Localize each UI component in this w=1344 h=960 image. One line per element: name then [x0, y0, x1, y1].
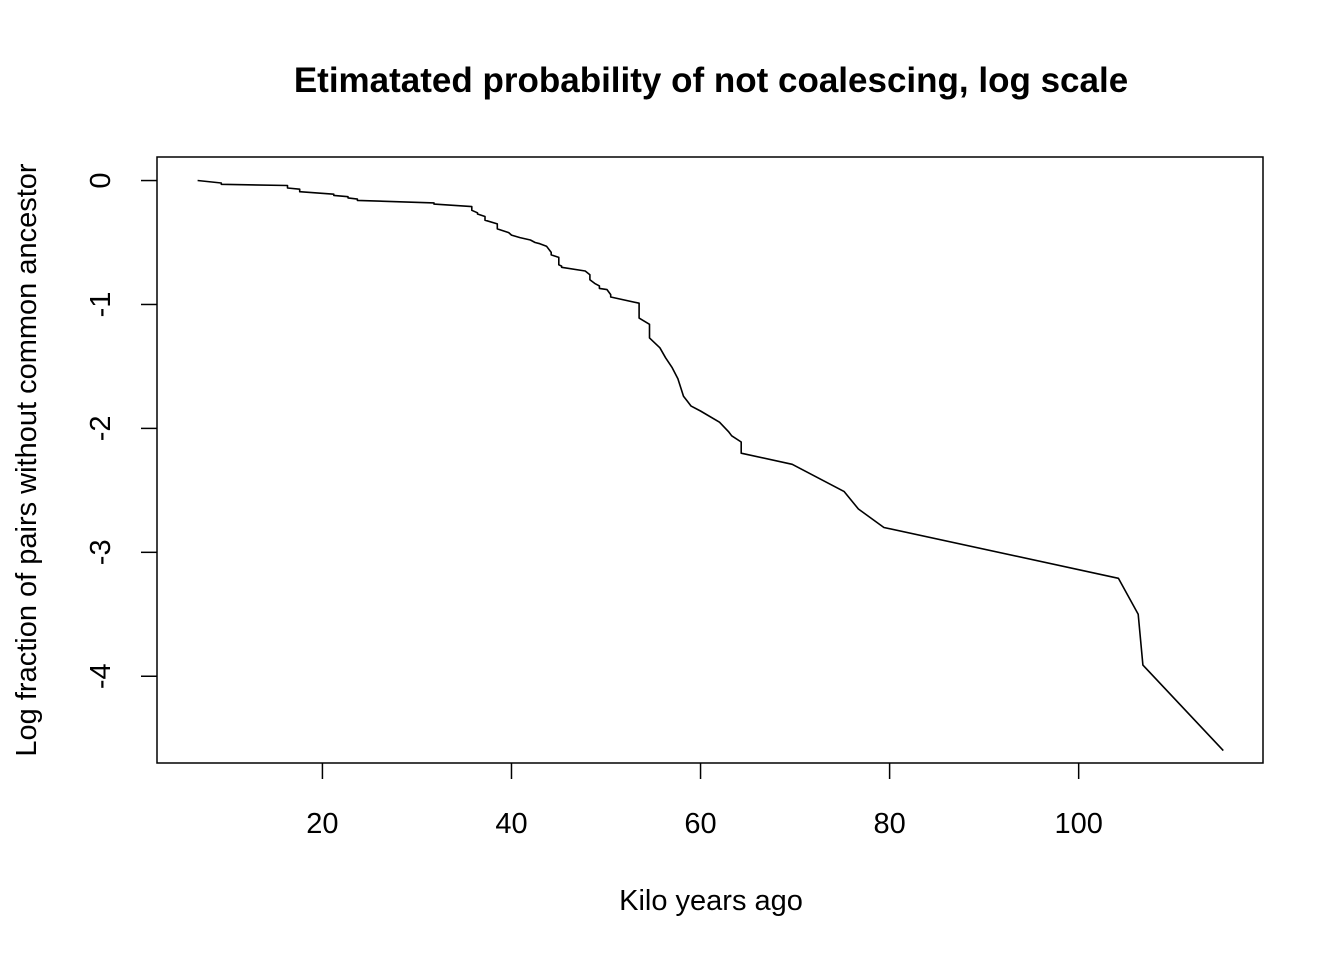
- series-line: [197, 179, 1224, 752]
- y-tick-label: -1: [85, 292, 117, 318]
- x-tick-label: 40: [495, 808, 527, 840]
- x-axis: 20 40 60 80 100: [306, 763, 1103, 840]
- y-tick-label: -4: [85, 663, 117, 689]
- x-tick-label: 80: [873, 808, 905, 840]
- y-tick-label: 0: [85, 172, 117, 188]
- y-axis-label: Log fraction of pairs without common anc…: [11, 163, 43, 757]
- x-tick-label: 20: [306, 808, 338, 840]
- plot-frame: [156, 156, 1264, 764]
- y-tick-label: -3: [85, 539, 117, 565]
- chart-title: Etimatated probability of not coalescing…: [294, 61, 1128, 100]
- x-tick-label: 100: [1054, 808, 1102, 840]
- x-tick-label: 60: [684, 808, 716, 840]
- y-axis: 0 -1 -2 -3 -4: [85, 172, 157, 689]
- x-axis-label: Kilo years ago: [619, 885, 803, 917]
- y-tick-label: -2: [85, 416, 117, 442]
